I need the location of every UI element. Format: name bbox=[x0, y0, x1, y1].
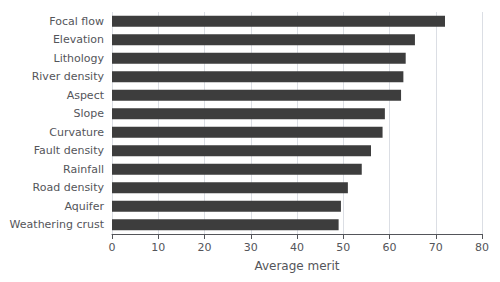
svg-text:Elevation: Elevation bbox=[53, 33, 104, 46]
svg-text:Road density: Road density bbox=[33, 181, 105, 194]
svg-text:Weathering crust: Weathering crust bbox=[10, 218, 105, 231]
svg-text:Slope: Slope bbox=[73, 107, 104, 120]
svg-text:60: 60 bbox=[383, 241, 397, 254]
svg-text:70: 70 bbox=[429, 241, 443, 254]
svg-text:Lithology: Lithology bbox=[54, 52, 105, 65]
svg-text:20: 20 bbox=[198, 241, 212, 254]
svg-text:80: 80 bbox=[475, 241, 489, 254]
svg-text:Fault density: Fault density bbox=[34, 144, 105, 157]
svg-text:Rainfall: Rainfall bbox=[63, 163, 104, 176]
svg-text:10: 10 bbox=[151, 241, 165, 254]
svg-text:Focal flow: Focal flow bbox=[49, 15, 104, 28]
svg-text:Average merit: Average merit bbox=[254, 259, 339, 273]
svg-text:30: 30 bbox=[244, 241, 258, 254]
svg-text:Aspect: Aspect bbox=[67, 89, 105, 102]
svg-text:Aquifer: Aquifer bbox=[64, 200, 104, 213]
svg-text:40: 40 bbox=[290, 241, 304, 254]
svg-text:50: 50 bbox=[336, 241, 350, 254]
svg-text:Curvature: Curvature bbox=[49, 126, 104, 139]
svg-text:0: 0 bbox=[109, 241, 116, 254]
svg-text:River density: River density bbox=[32, 70, 105, 83]
